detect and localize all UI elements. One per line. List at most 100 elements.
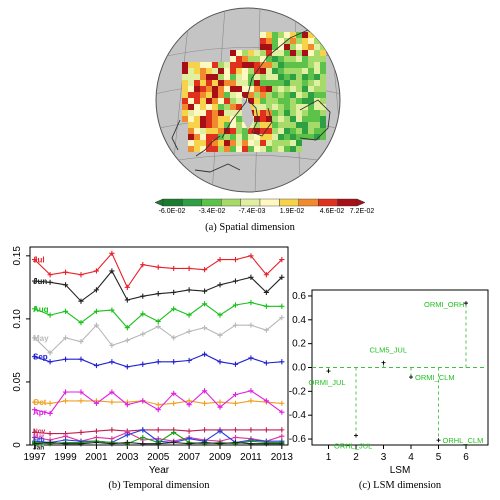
- lsm-point: [354, 433, 358, 438]
- map-cell: [278, 86, 284, 92]
- map-cell: [188, 92, 194, 98]
- x-tick-label-b: 1997: [24, 452, 47, 463]
- map-cell: [284, 92, 290, 98]
- map-cell: [254, 74, 260, 80]
- map-cell: [290, 140, 296, 146]
- map-cell: [296, 44, 302, 50]
- series-point-jul: [47, 272, 53, 278]
- colorbar-swatch: [337, 198, 358, 207]
- map-cell: [272, 38, 278, 44]
- map-cell: [182, 74, 188, 80]
- series-point-jun: [217, 282, 223, 288]
- series-point-jun: [248, 274, 254, 280]
- map-cell: [182, 98, 188, 104]
- series-point-may: [93, 322, 100, 328]
- map-cell: [272, 98, 278, 104]
- series-point-sep: [78, 356, 84, 362]
- map-cell: [200, 110, 206, 116]
- map-cell: [308, 44, 314, 50]
- map-cell: [188, 146, 194, 152]
- series-point-sep: [201, 351, 208, 357]
- colorbar-arrow-right: [356, 198, 366, 207]
- series-point-jul: [124, 284, 130, 290]
- map-cell: [302, 56, 308, 62]
- series-point-nov: [155, 427, 161, 433]
- map-cell: [236, 128, 242, 134]
- colorbar-swatch: [240, 198, 261, 207]
- series-point-aug: [248, 299, 254, 306]
- map-cell: [242, 74, 248, 80]
- map-cell: [308, 68, 314, 74]
- map-cell: [236, 92, 242, 98]
- map-cell: [308, 74, 314, 80]
- series-point-oct: [155, 402, 161, 408]
- map-cell: [206, 116, 212, 122]
- series-point-sep: [171, 359, 177, 365]
- map-cell: [182, 116, 188, 122]
- series-point-mar: [279, 433, 285, 439]
- map-cell: [314, 68, 320, 74]
- caption-c: (c) LSM dimension: [359, 480, 442, 491]
- map-cell: [236, 122, 242, 128]
- map-cell: [212, 128, 218, 134]
- map-cell: [230, 146, 236, 152]
- map-cell: [248, 92, 254, 98]
- series-point-nov: [186, 428, 192, 434]
- map-cell: [254, 80, 260, 86]
- series-point-aug: [62, 308, 69, 314]
- map-cell: [224, 86, 230, 92]
- series-point-apr: [186, 402, 192, 408]
- map-cell: [236, 104, 242, 110]
- map-cell: [302, 68, 308, 74]
- map-cell: [254, 62, 260, 68]
- map-cell: [302, 128, 308, 134]
- series-point-jul: [155, 264, 161, 270]
- map-cell: [212, 68, 218, 74]
- series-point-aug: [109, 307, 115, 313]
- series-point-apr: [263, 398, 269, 404]
- x-tick-label-c: 6: [463, 452, 469, 463]
- series-point-jan: [62, 441, 69, 447]
- series-point-sep: [93, 362, 100, 369]
- series-point-aug: [263, 303, 269, 309]
- x-tick-label-b: 2011: [240, 452, 262, 463]
- series-point-jul: [217, 257, 223, 263]
- map-cell: [218, 140, 224, 146]
- map-cell: [314, 44, 320, 50]
- series-point-sep: [155, 359, 161, 365]
- series-point-apr: [47, 410, 53, 417]
- x-tick-label-c: 1: [326, 452, 332, 463]
- map-cell: [308, 50, 314, 56]
- map-cell: [200, 98, 206, 104]
- map-cell: [236, 110, 242, 116]
- series-point-jul: [186, 265, 192, 272]
- series-line-jul: [34, 252, 283, 289]
- map-cell: [206, 98, 212, 104]
- x-tick-label-b: 2003: [116, 452, 139, 463]
- map-cell: [302, 86, 308, 92]
- series-point-may: [263, 327, 269, 333]
- lsm-point: [409, 375, 413, 380]
- map-cell: [194, 146, 200, 152]
- map-cell: [266, 128, 272, 134]
- map-cell: [308, 116, 314, 122]
- map-cell: [266, 140, 272, 146]
- series-point-apr: [201, 388, 208, 394]
- lsm-point-label: ORHL_JUL: [334, 441, 372, 450]
- series-point-aug: [171, 306, 177, 312]
- map-cell: [254, 134, 260, 140]
- map-cell: [284, 140, 290, 146]
- map-cell: [278, 110, 284, 116]
- map-cell: [218, 68, 224, 74]
- map-cell: [230, 50, 236, 56]
- series-point-jun: [155, 291, 161, 297]
- map-cell: [278, 32, 284, 38]
- map-cell: [296, 80, 302, 86]
- map-cell: [194, 104, 200, 110]
- map-cell: [272, 68, 278, 74]
- map-cell: [308, 128, 314, 134]
- series-point-nov: [78, 429, 84, 435]
- map-cell: [212, 146, 218, 152]
- series-point-aug: [93, 308, 100, 314]
- map-cell: [302, 80, 308, 86]
